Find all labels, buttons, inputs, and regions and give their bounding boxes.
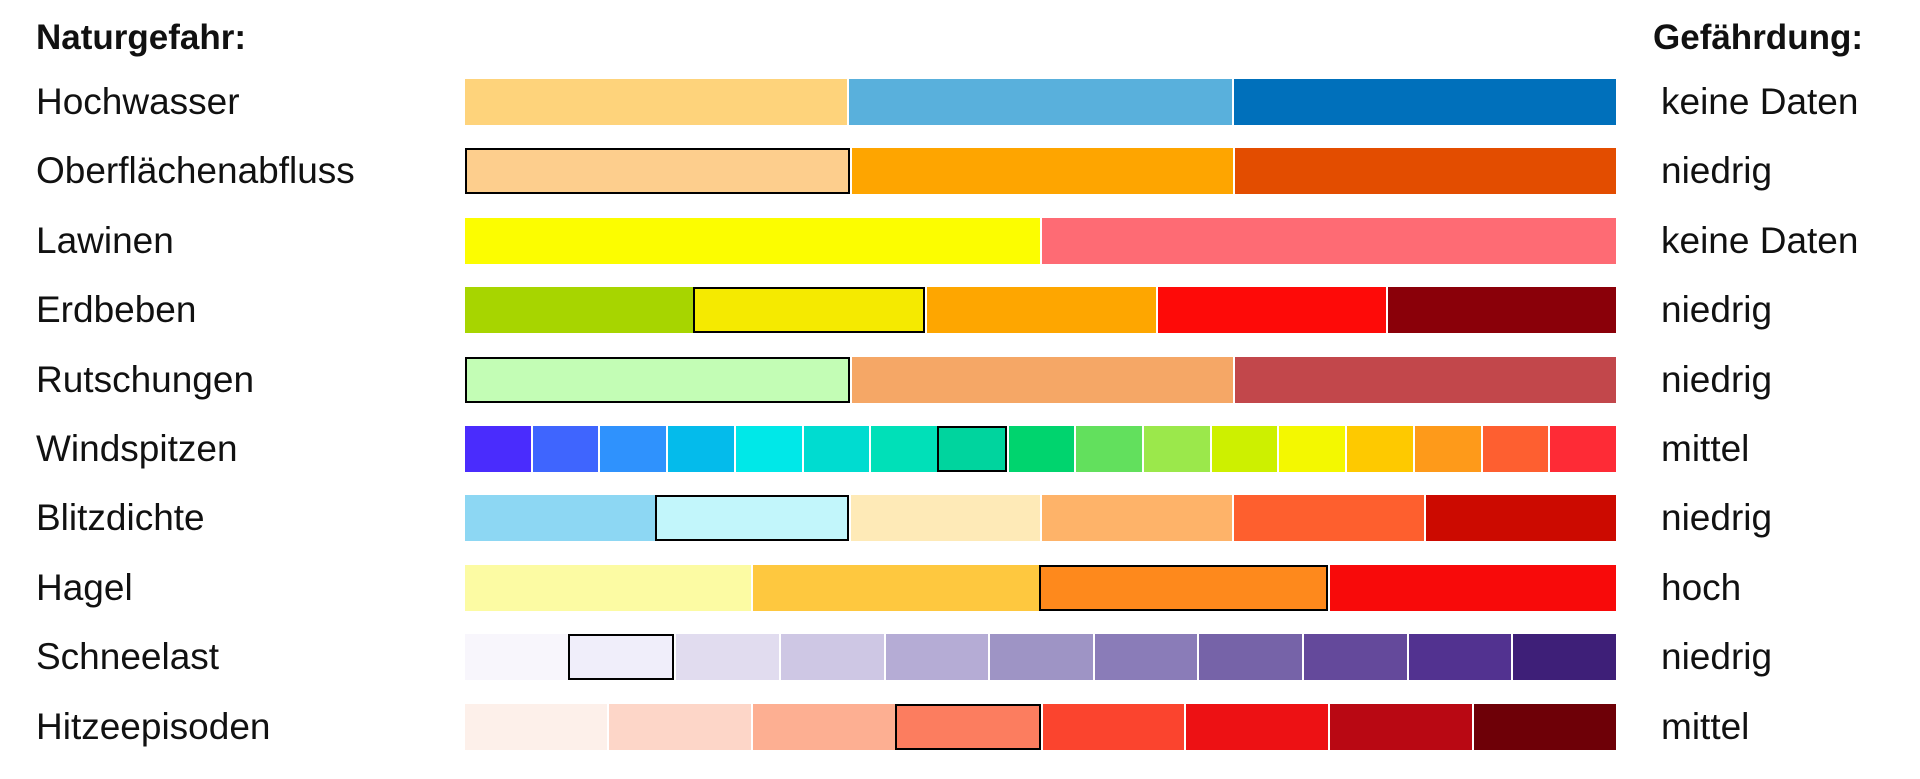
scale-segment: [1232, 495, 1425, 542]
hazard-rating: niedrig: [1661, 497, 1773, 539]
scale-segment: [465, 703, 607, 750]
scale-segment: [778, 634, 884, 681]
rating-header: Gefährdung:: [1653, 18, 1863, 57]
scale-segment: [1233, 148, 1616, 195]
hazard-name: Blitzdichte: [36, 497, 205, 539]
scale-segment: [465, 217, 1040, 264]
hazard-rating: niedrig: [1661, 150, 1773, 192]
hazard-scale: [465, 356, 1616, 403]
hazard-scale: [465, 495, 1616, 542]
scale-segment: [1142, 426, 1210, 472]
hazard-scale: [465, 79, 1616, 125]
hazard-scale: [465, 426, 1616, 472]
scale-segment: [733, 426, 802, 472]
scale-segment: [674, 634, 779, 681]
scale-segment: [925, 287, 1156, 334]
scale-segment: [1040, 703, 1185, 750]
hazard-name: Hochwasser: [36, 81, 240, 122]
selected-segment: [567, 634, 675, 681]
selected-segment: [693, 287, 926, 334]
hazard-name: Lawinen: [36, 219, 174, 261]
hazard-scale: [465, 703, 1616, 750]
scale-segment: [869, 426, 937, 472]
hazard-scale: [465, 564, 1616, 611]
scale-segment: [1472, 703, 1616, 750]
hazard-name: Oberflächenabfluss: [36, 150, 355, 192]
selected-segment: [465, 356, 850, 403]
hazard-name: Rutschungen: [36, 358, 255, 400]
hazard-header: Naturgefahr:: [36, 18, 247, 57]
selected-segment: [894, 703, 1041, 750]
scale-segment: [988, 634, 1093, 681]
scale-segment: [666, 426, 734, 472]
scale-segment: [1548, 426, 1616, 472]
hazard-scale: [465, 634, 1617, 681]
selected-segment: [936, 426, 1007, 472]
scale-segment: [1039, 217, 1616, 264]
scale-segment: [847, 79, 1232, 125]
scale-segment: [750, 564, 1039, 611]
hazard-name: Schneelast: [36, 636, 220, 678]
hazard-name: Erdbeben: [36, 289, 197, 331]
scale-segment: [850, 356, 1233, 403]
scale-segment: [465, 564, 751, 611]
hazard-rating: niedrig: [1661, 636, 1773, 678]
hazard-rating: mittel: [1661, 705, 1750, 747]
scale-segment: [1328, 703, 1473, 750]
scale-segment: [606, 703, 751, 750]
scale-segment: [465, 426, 531, 472]
scale-segment: [1424, 495, 1616, 542]
scale-segment: [1155, 287, 1386, 334]
scale-segment: [1302, 634, 1407, 681]
hazard-scale: [465, 148, 1616, 195]
hazard-rating: hoch: [1661, 566, 1742, 608]
selected-segment: [1038, 564, 1329, 611]
scale-segment: [1184, 703, 1329, 750]
hazard-rating: niedrig: [1661, 289, 1773, 331]
hazard-name: Windspitzen: [36, 428, 238, 469]
hazard-rating: keine Daten: [1661, 81, 1859, 122]
scale-segment: [465, 495, 655, 542]
scale-segment: [1385, 287, 1617, 334]
hazard-scale: [465, 217, 1616, 264]
scale-segment: [1412, 426, 1481, 472]
scale-segment: [750, 703, 895, 750]
scale-segment: [1231, 79, 1616, 125]
scale-segment: [598, 426, 667, 472]
scale-segment: [1197, 634, 1303, 681]
scale-segment: [1209, 426, 1278, 472]
scale-segment: [801, 426, 870, 472]
scale-segment: [465, 79, 848, 125]
scale-segment: [1406, 634, 1512, 681]
scale-segment: [1511, 634, 1617, 681]
scale-segment: [465, 634, 568, 681]
scale-segment: [1480, 426, 1549, 472]
scale-segment: [1040, 495, 1233, 542]
hazard-name: Hitzeepisoden: [36, 705, 271, 747]
scale-segment: [883, 634, 989, 681]
selected-segment: [465, 148, 850, 195]
scale-segment: [1233, 356, 1616, 403]
selected-segment: [654, 495, 849, 542]
scale-segment: [1092, 634, 1198, 681]
scale-segment: [1006, 426, 1075, 472]
hazard-rating: mittel: [1661, 428, 1750, 469]
hazard-name: Hagel: [36, 566, 133, 608]
scale-segment: [1328, 564, 1616, 611]
scale-segment: [465, 287, 694, 334]
scale-segment: [850, 148, 1233, 195]
scale-segment: [1277, 426, 1346, 472]
scale-segment: [848, 495, 1041, 542]
hazard-rating: keine Daten: [1661, 219, 1859, 261]
hazard-rating: niedrig: [1661, 358, 1773, 400]
scale-segment: [1074, 426, 1143, 472]
hazard-scale: [465, 287, 1617, 334]
scale-segment: [530, 426, 599, 472]
scale-segment: [1345, 426, 1413, 472]
